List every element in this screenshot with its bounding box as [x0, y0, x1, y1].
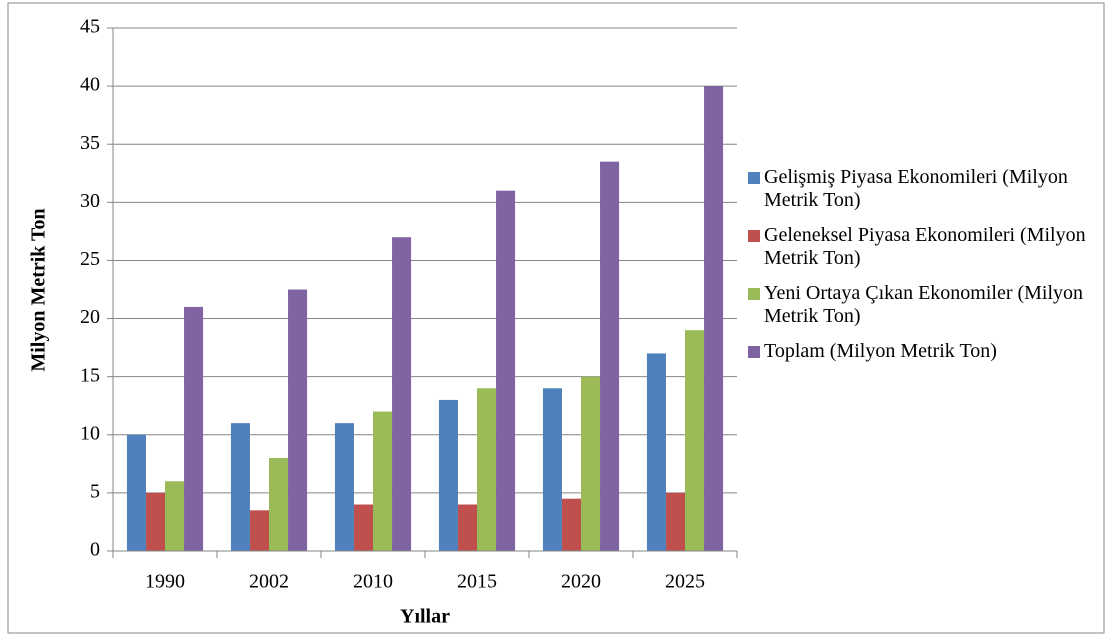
y-tick-label: 40	[80, 74, 100, 96]
legend-swatch	[748, 288, 760, 300]
legend-label: Geleneksel Piyasa Ekonomileri (Milyon Me…	[764, 224, 1086, 269]
bar	[184, 306, 204, 551]
x-tick-label: 1990	[145, 571, 185, 593]
bar	[457, 504, 477, 551]
legend-item: Yeni Ortaya Çıkan Ekonomiler (Milyon Met…	[748, 282, 1108, 328]
x-tick-label: 2002	[249, 571, 289, 593]
bar	[269, 458, 289, 551]
legend-swatch	[748, 346, 760, 358]
bar	[165, 481, 185, 551]
legend-item: Toplam (Milyon Metrik Ton)	[748, 340, 1108, 363]
x-tick-label: 2020	[561, 571, 601, 593]
y-tick-label: 25	[80, 248, 100, 270]
y-tick-label: 15	[80, 364, 100, 386]
legend-swatch	[748, 172, 760, 184]
bar	[542, 388, 562, 551]
bar	[392, 237, 412, 551]
legend-label: Gelişmiş Piyasa Ekonomileri (Milyon Metr…	[764, 166, 1068, 211]
bar	[496, 190, 516, 551]
y-tick-label: 0	[90, 539, 100, 561]
bar	[477, 388, 497, 551]
bar	[685, 330, 705, 551]
bar	[373, 411, 393, 551]
bar	[561, 498, 581, 551]
bar	[665, 492, 685, 551]
bar	[600, 161, 620, 551]
bar	[249, 510, 269, 551]
legend-label: Toplam (Milyon Metrik Ton)	[764, 340, 997, 362]
bar	[438, 399, 458, 551]
legend: Gelişmiş Piyasa Ekonomileri (Milyon Metr…	[748, 166, 1108, 375]
legend-item: Geleneksel Piyasa Ekonomileri (Milyon Me…	[748, 224, 1108, 270]
x-axis-label: Yıllar	[400, 606, 450, 628]
bar	[581, 376, 601, 551]
y-tick-label: 45	[80, 16, 100, 38]
bar	[334, 423, 354, 551]
y-tick-label: 30	[80, 190, 100, 212]
bar	[145, 492, 165, 551]
chart-border	[7, 2, 1105, 634]
legend-swatch	[748, 230, 760, 242]
y-axis-label: Milyon Metrik Ton	[28, 208, 50, 371]
bar	[230, 423, 250, 551]
x-tick-label: 2015	[457, 571, 497, 593]
bar	[126, 434, 146, 551]
x-tick-label: 2025	[665, 571, 705, 593]
bar	[288, 289, 308, 551]
x-tick-label: 2010	[353, 571, 393, 593]
legend-item: Gelişmiş Piyasa Ekonomileri (Milyon Metr…	[748, 166, 1108, 212]
bar	[646, 353, 666, 551]
legend-label: Yeni Ortaya Çıkan Ekonomiler (Milyon Met…	[764, 282, 1084, 327]
y-tick-label: 5	[90, 480, 100, 502]
y-tick-label: 10	[80, 422, 100, 444]
y-tick-label: 20	[80, 306, 100, 328]
bar	[353, 504, 373, 551]
y-tick-label: 35	[80, 132, 100, 154]
bar	[704, 86, 724, 551]
